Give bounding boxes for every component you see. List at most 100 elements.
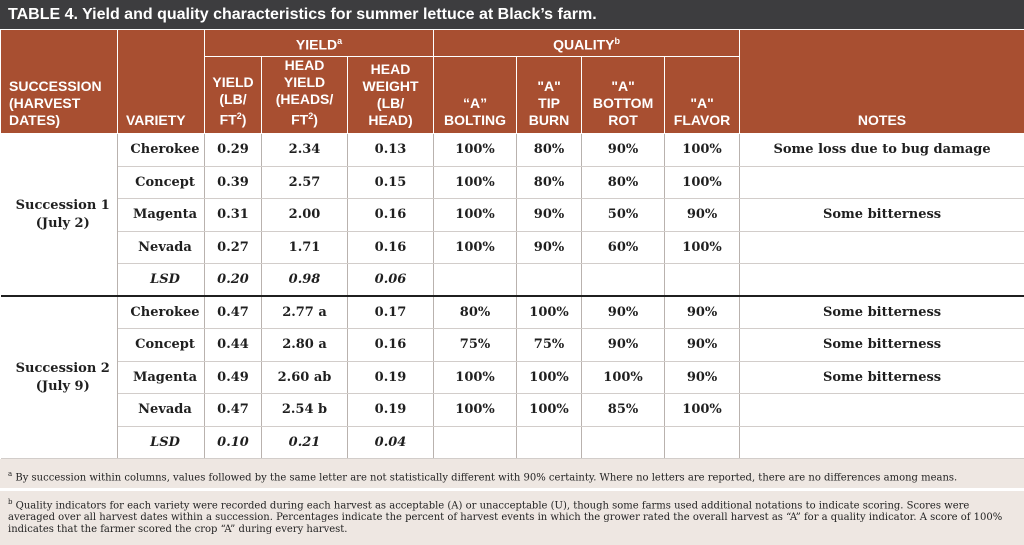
- head-yield-cell: 1.71: [261, 231, 348, 264]
- variety-cell: LSD: [117, 426, 205, 459]
- bottom-rot-cell: [581, 263, 666, 297]
- table-row: Succession 1 (July 2) Cherokee 0.29 2.34 0.13…: [0, 133, 1024, 297]
- footnote-a: a By succession within columns, values f…: [0, 459, 1024, 488]
- flavor-cell: 100%: [664, 133, 741, 167]
- variety-cell: LSD: [117, 263, 205, 297]
- head-weight-cell: 0.04: [347, 426, 435, 459]
- head-yield-cell: 2.77 a: [261, 295, 348, 329]
- notes-cell: Some bitterness: [739, 295, 1024, 329]
- yield-cell: 0.49: [204, 361, 262, 394]
- head-weight-cell: 0.19: [347, 393, 435, 427]
- yield-cell: 0.47: [204, 393, 262, 427]
- header-variety: VARIETY: [117, 29, 205, 134]
- bolting-cell: 100%: [433, 393, 518, 427]
- header-quality-group: QUALITYb: [433, 29, 741, 57]
- bottom-rot-cell: 80%: [581, 166, 666, 199]
- variety-cell: Concept: [117, 166, 205, 199]
- bolting-cell: 100%: [433, 166, 518, 199]
- bolting-cell: 100%: [433, 133, 518, 167]
- flavor-cell: 90%: [664, 361, 741, 394]
- flavor-cell: [664, 263, 741, 297]
- tip-burn-cell: 100%: [516, 393, 583, 427]
- lettuce-table: SUCCESSION (HARVEST DATES) VARIETY YIELD…: [0, 29, 1024, 459]
- flavor-cell: 90%: [664, 328, 741, 362]
- variety-cell: Magenta: [117, 198, 205, 232]
- head-weight-cell: 0.16: [347, 328, 435, 362]
- bolting-cell: 100%: [433, 198, 518, 232]
- header-succession: SUCCESSION (HARVEST DATES): [0, 29, 118, 134]
- succession-label: Succession 2 (July 9): [0, 295, 118, 459]
- table-title: TABLE 4. Yield and quality characteristi…: [0, 0, 1024, 29]
- header-head-weight: HEAD WEIGHT (LB/HEAD): [346, 56, 435, 134]
- header-tip-burn: "A" TIP BURN: [516, 56, 583, 134]
- tip-burn-cell: [516, 263, 583, 297]
- variety-cell: Nevada: [117, 393, 205, 427]
- notes-cell: [739, 426, 1024, 459]
- tip-burn-cell: 100%: [516, 295, 583, 329]
- bottom-rot-cell: 90%: [581, 328, 666, 362]
- head-weight-cell: 0.06: [347, 263, 435, 297]
- head-yield-cell: 0.98: [261, 263, 348, 297]
- bolting-cell: 80%: [433, 295, 518, 329]
- tip-burn-cell: 80%: [516, 133, 583, 167]
- bolting-cell: 100%: [433, 361, 518, 394]
- table-row: LSD 0.20 0.98 0.06: [1, 263, 1024, 297]
- variety-cell: Concept: [117, 328, 205, 362]
- head-weight-cell: 0.16: [347, 231, 435, 264]
- bottom-rot-cell: 60%: [581, 231, 666, 264]
- flavor-cell: [664, 426, 741, 459]
- notes-cell: Some bitterness: [739, 361, 1024, 394]
- yield-cell: 0.20: [204, 263, 262, 297]
- yield-cell: 0.27: [204, 231, 262, 264]
- yield-cell: 0.47: [204, 295, 262, 329]
- bottom-rot-cell: [581, 426, 666, 459]
- notes-cell: [739, 231, 1024, 264]
- table-row: Nevada 0.27 1.71 0.16 100% 90% 60% 100%: [1, 231, 1024, 264]
- bottom-rot-cell: 50%: [581, 198, 666, 232]
- table-row: Concept 0.39 2.57 0.15 100% 80% 80% 100%: [1, 166, 1024, 199]
- header-group-row: SUCCESSION (HARVEST DATES) VARIETY YIELD…: [0, 29, 1024, 134]
- flavor-cell: 90%: [664, 198, 741, 232]
- tip-burn-cell: [516, 426, 583, 459]
- tip-burn-cell: 90%: [516, 231, 583, 264]
- footnote-b: b Quality indicators for each variety we…: [0, 491, 1024, 545]
- flavor-cell: 100%: [664, 166, 741, 199]
- head-weight-cell: 0.13: [347, 133, 435, 167]
- variety-cell: Cherokee: [117, 133, 205, 167]
- notes-cell: [739, 393, 1024, 427]
- table-row: LSD 0.10 0.21 0.04: [1, 426, 1024, 459]
- yield-cell: 0.44: [204, 328, 262, 362]
- bottom-rot-cell: 90%: [581, 133, 666, 167]
- yield-cell: 0.39: [204, 166, 262, 199]
- tip-burn-cell: 80%: [516, 166, 583, 199]
- yield-cell: 0.10: [204, 426, 262, 459]
- flavor-cell: 100%: [664, 393, 741, 427]
- head-weight-cell: 0.17: [347, 295, 435, 329]
- bolting-cell: [433, 426, 518, 459]
- head-yield-cell: 2.57: [261, 166, 348, 199]
- header-column-row: YIELD (LB/FT2) HEAD YIELD (HEADS/FT2) HEAD W…: [1, 56, 1024, 134]
- notes-cell: [739, 263, 1024, 297]
- head-yield-cell: 2.60 ab: [261, 361, 348, 394]
- variety-cell: Nevada: [117, 231, 205, 264]
- header-yield-group: YIELDa: [203, 29, 435, 57]
- head-yield-cell: 2.54 b: [261, 393, 348, 427]
- tip-burn-cell: 100%: [516, 361, 583, 394]
- header-flavor: "A" FLAVOR: [664, 56, 741, 134]
- yield-cell: 0.31: [204, 198, 262, 232]
- notes-cell: Some bitterness: [739, 328, 1024, 362]
- notes-cell: [739, 166, 1024, 199]
- header-bolting: “A” BOLTING: [433, 56, 518, 134]
- head-weight-cell: 0.19: [347, 361, 435, 394]
- table-row: Magenta 0.31 2.00 0.16 100% 90% 50% 90% Some bit…: [1, 198, 1024, 232]
- tip-burn-cell: 90%: [516, 198, 583, 232]
- header-notes: NOTES: [739, 29, 1024, 134]
- variety-cell: Magenta: [117, 361, 205, 394]
- head-yield-cell: 0.21: [261, 426, 348, 459]
- table-row: Succession 2 (July 9) Cherokee 0.47 2.77 a 0.…: [0, 295, 1024, 459]
- header-head-yield: HEAD YIELD (HEADS/FT2): [261, 56, 348, 134]
- variety-cell: Cherokee: [117, 295, 205, 329]
- table-row: Concept 0.44 2.80 a 0.16 75% 75% 90% 90% Some bi…: [1, 328, 1024, 362]
- head-weight-cell: 0.15: [347, 166, 435, 199]
- bottom-rot-cell: 100%: [581, 361, 666, 394]
